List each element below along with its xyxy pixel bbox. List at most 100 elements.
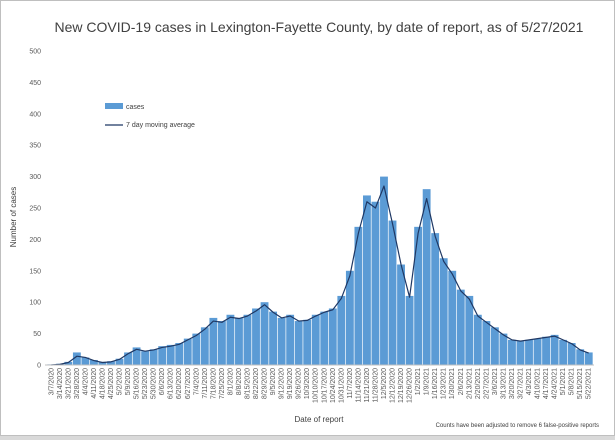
x-tick-label: 2/6/2021: [458, 368, 465, 395]
x-tick-label: 4/25/2020: [108, 368, 115, 399]
x-tick-label: 3/14/2020: [57, 368, 64, 399]
x-tick-label: 3/6/2021: [492, 368, 499, 395]
x-tick-label: 1/9/2021: [424, 368, 431, 395]
bar: [422, 189, 431, 365]
bar: [303, 319, 312, 365]
bar: [286, 314, 295, 365]
bar: [277, 317, 286, 365]
bar: [508, 339, 516, 365]
bar: [439, 258, 448, 365]
bar: [243, 314, 252, 365]
x-tick-label: 4/3/2021: [526, 368, 533, 395]
x-tick-label: 5/16/2020: [134, 368, 141, 399]
bar: [388, 220, 397, 365]
x-tick-label: 5/23/2020: [142, 368, 149, 399]
y-axis-ticks: 0 50 100 150 200 250 300 350 400 450 500: [29, 49, 41, 370]
x-tick-label: 6/27/2020: [185, 368, 192, 399]
x-tick-label: 2/20/2021: [475, 368, 482, 399]
bar: [397, 264, 405, 365]
x-tick-label: 7/11/2020: [202, 368, 209, 399]
bar: [363, 195, 371, 365]
bar: [141, 351, 150, 365]
x-tick-label: 9/26/2020: [296, 368, 303, 399]
bar: [448, 270, 457, 365]
legend-line-label: 7 day moving average: [126, 122, 195, 129]
x-tick-label: 4/10/2021: [535, 368, 542, 399]
x-tick-label: 5/22/2021: [586, 368, 593, 399]
x-tick-label: 5/30/2020: [151, 368, 158, 399]
bar: [533, 338, 542, 365]
x-tick-label: 8/1/2020: [227, 368, 234, 395]
x-tick-label: 6/6/2020: [159, 368, 166, 395]
bar: [294, 321, 303, 365]
bar: [217, 321, 226, 365]
bar: [542, 336, 550, 365]
x-tick-label: 10/10/2020: [313, 368, 320, 403]
y-tick-label: 250: [29, 206, 41, 213]
bar: [311, 314, 320, 365]
y-tick-label: 450: [29, 80, 41, 87]
x-tick-label: 5/8/2021: [569, 368, 576, 395]
x-tick-label: 8/8/2020: [236, 368, 243, 395]
bar: [115, 358, 124, 365]
bar-series: [47, 176, 593, 365]
x-tick-label: 8/22/2020: [253, 368, 260, 399]
x-tick-label: 4/17/2021: [543, 368, 550, 399]
bar: [431, 233, 440, 365]
x-tick-label: 9/12/2020: [279, 368, 286, 399]
bar: [235, 317, 243, 365]
moving-average-line: [51, 185, 589, 366]
bar: [226, 314, 235, 365]
x-tick-label: 12/26/2020: [407, 368, 414, 403]
bar: [90, 359, 98, 365]
x-tick-label: 7/25/2020: [219, 368, 226, 399]
bar: [559, 339, 568, 365]
x-tick-label: 2/13/2021: [466, 368, 473, 399]
bar: [456, 289, 465, 365]
bar: [252, 308, 260, 365]
moving-average-series: [51, 185, 589, 366]
y-tick-label: 350: [29, 143, 41, 150]
bar: [499, 333, 508, 365]
bar: [209, 317, 218, 365]
x-tick-label: 7/18/2020: [210, 368, 217, 399]
x-tick-label: 3/28/2020: [74, 368, 81, 399]
x-axis-label: Date of report: [295, 415, 345, 424]
bar: [124, 352, 132, 365]
bar: [354, 226, 363, 365]
bar: [269, 311, 277, 365]
bar: [490, 327, 499, 365]
bar: [516, 341, 525, 365]
bar: [414, 226, 423, 365]
y-tick-label: 150: [29, 268, 41, 275]
bar: [158, 346, 167, 365]
bar: [183, 338, 192, 365]
bar: [98, 361, 107, 365]
x-axis-ticks: 3/7/2020 3/14/2020 3/21/2020 3/28/2020 4/4/2…: [48, 368, 592, 403]
bar: [525, 339, 533, 365]
x-tick-label: 10/24/2020: [330, 368, 337, 403]
bar: [200, 327, 209, 365]
x-tick-label: 4/4/2020: [82, 368, 89, 395]
x-tick-label: 5/9/2020: [125, 368, 132, 395]
y-tick-label: 400: [29, 111, 41, 118]
bar: [482, 321, 491, 365]
y-tick-label: 500: [29, 49, 41, 56]
bar: [550, 334, 559, 365]
bar: [405, 295, 414, 365]
x-tick-label: 3/7/2020: [48, 368, 55, 395]
x-tick-label: 8/29/2020: [262, 368, 269, 399]
x-tick-label: 1/2/2021: [415, 368, 422, 395]
x-tick-label: 12/5/2020: [381, 368, 388, 399]
x-tick-label: 11/7/2020: [347, 368, 354, 399]
x-tick-label: 10/17/2020: [321, 368, 328, 403]
bar: [64, 361, 73, 365]
y-tick-label: 0: [37, 363, 41, 370]
bar: [166, 344, 175, 365]
x-tick-label: 5/1/2021: [560, 368, 567, 395]
bar: [584, 352, 593, 365]
bar: [371, 201, 380, 365]
x-tick-label: 3/20/2021: [509, 368, 516, 399]
